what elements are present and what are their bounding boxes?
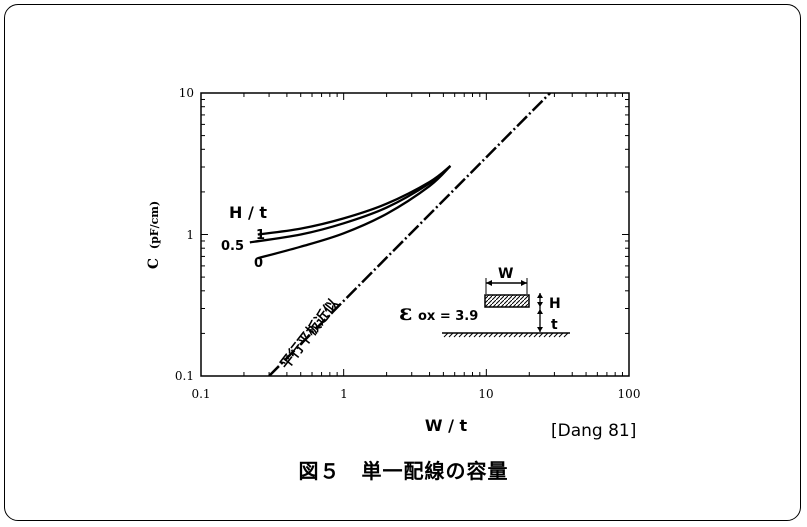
- parallel-plate-line: [268, 93, 552, 376]
- epsilon-value: ox = 3.9: [418, 309, 478, 324]
- figure-caption: 図５ 単一配線の容量: [298, 459, 509, 483]
- svg-text:C (pF/cm): C (pF/cm): [146, 201, 162, 269]
- ground-hatch-mark: [548, 332, 554, 338]
- y-tick-label: 10: [179, 86, 194, 100]
- ground-hatch-mark: [553, 332, 559, 338]
- ground-hatch-mark: [478, 332, 484, 338]
- series-line: [249, 165, 452, 244]
- ground-hatch-mark: [473, 332, 479, 338]
- epsilon-symbol: ε: [399, 300, 412, 326]
- x-axis-label: W / t: [425, 416, 468, 435]
- y-axis-label: C (pF/cm): [146, 201, 162, 269]
- ground-hatch-mark: [558, 332, 564, 338]
- axis-ticks: [201, 93, 629, 376]
- figure-frame: [4, 4, 801, 521]
- ground-hatch-mark: [508, 332, 514, 338]
- y-tick-labels: 0.1 1 10: [175, 86, 194, 383]
- cross-section-inset: W H t ε ox = 3.9: [399, 266, 570, 338]
- ground-hatch-mark: [453, 332, 459, 338]
- y-axis-label-symbol: C: [146, 258, 162, 269]
- ground-hatch-mark: [443, 332, 449, 338]
- series-label-0: 0: [254, 256, 263, 271]
- y-tick-label: 0.1: [175, 369, 194, 383]
- series-line: [257, 165, 452, 260]
- inset-thickness-label: t: [551, 317, 558, 333]
- ground-hatch-mark: [513, 332, 519, 338]
- ground-hatch-mark: [533, 332, 539, 338]
- series-lines: [249, 165, 452, 260]
- x-tick-label: 100: [618, 387, 641, 401]
- x-tick-label: 1: [340, 387, 348, 401]
- ground-hatch-mark: [543, 332, 549, 338]
- inset-width-label: W: [498, 266, 513, 282]
- inset-height-label: H: [549, 296, 561, 312]
- ground-hatch-mark: [538, 332, 544, 338]
- reference-line-label: 平行平板近似: [277, 296, 342, 373]
- ground-hatch-mark: [483, 332, 489, 338]
- legend-title: H / t: [229, 203, 267, 222]
- ground-hatch-mark: [448, 332, 454, 338]
- x-tick-label: 10: [478, 387, 493, 401]
- series-label-0.5: 0.5: [221, 239, 244, 254]
- y-axis-label-unit: (pF/cm): [148, 201, 161, 249]
- ground-hatch-mark: [563, 332, 569, 338]
- ground-hatch-mark: [523, 332, 529, 338]
- reference-citation: [Dang 81]: [551, 421, 637, 441]
- ground-hatch-mark: [498, 332, 504, 338]
- x-tick-label: 0.1: [191, 387, 210, 401]
- ground-hatch-mark: [468, 332, 474, 338]
- ground-hatch-mark: [463, 332, 469, 338]
- ground-hatch-mark: [493, 332, 499, 338]
- ground-hatch-mark: [518, 332, 524, 338]
- ground-hatch-mark: [488, 332, 494, 338]
- wire-cross-section: [484, 294, 530, 308]
- y-tick-label: 1: [186, 228, 194, 242]
- series-label-1: 1: [256, 228, 265, 243]
- x-tick-labels: 0.1 1 10 100: [191, 387, 640, 401]
- ground-hatch-mark: [503, 332, 509, 338]
- ground-hatch: [443, 332, 569, 338]
- ground-hatch-mark: [458, 332, 464, 338]
- ground-hatch-mark: [528, 332, 534, 338]
